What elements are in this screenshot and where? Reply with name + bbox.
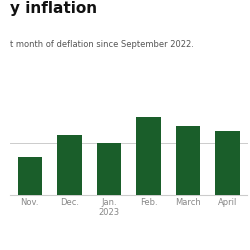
Bar [176,126,201,195]
Bar [97,143,121,195]
Bar [18,157,42,195]
Bar [136,117,161,195]
Text: y inflation: y inflation [10,1,97,16]
Text: t month of deflation since September 2022.: t month of deflation since September 202… [10,40,194,49]
Bar [216,131,240,195]
Bar [57,134,82,195]
